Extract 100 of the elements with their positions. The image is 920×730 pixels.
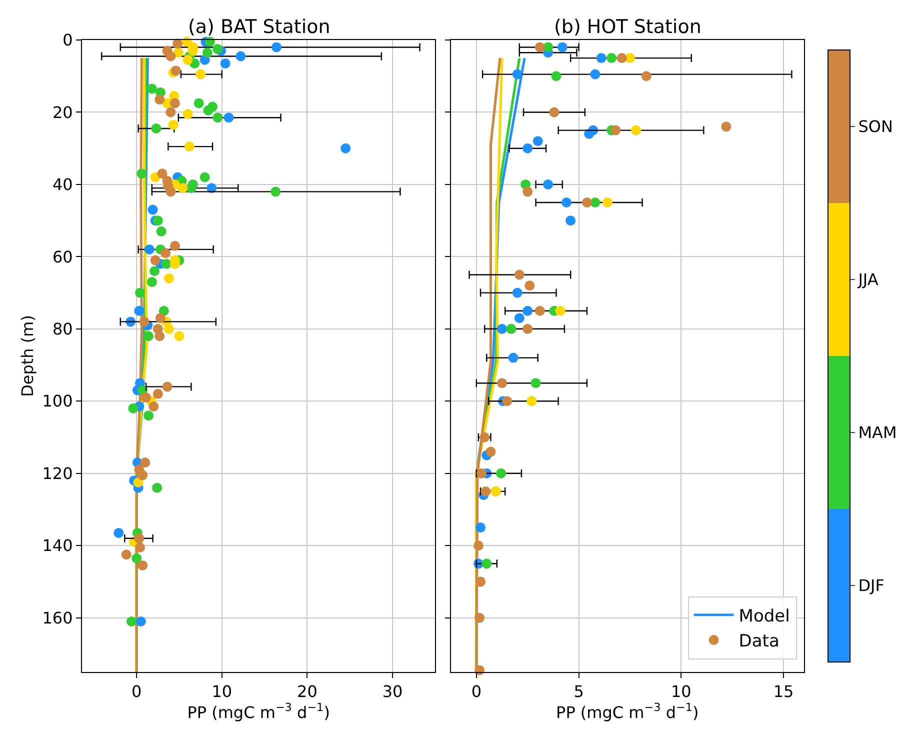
point	[172, 38, 183, 49]
point	[476, 468, 487, 478]
point	[522, 143, 533, 154]
point	[155, 313, 166, 324]
point	[133, 477, 144, 488]
point	[486, 446, 496, 457]
point	[508, 352, 518, 363]
point	[144, 331, 154, 342]
point	[168, 120, 178, 130]
x-tick-label: 30	[382, 682, 403, 702]
point	[534, 306, 545, 316]
point	[602, 198, 612, 208]
point	[220, 58, 230, 68]
point	[202, 48, 212, 58]
point	[144, 244, 154, 254]
point	[121, 550, 132, 560]
point	[562, 198, 572, 208]
point	[236, 51, 246, 62]
point	[114, 528, 124, 538]
point	[148, 204, 158, 215]
point	[582, 198, 592, 208]
point	[721, 122, 732, 132]
point	[204, 36, 215, 47]
point	[157, 168, 168, 179]
point	[212, 112, 223, 123]
point	[522, 324, 533, 334]
point	[151, 123, 162, 134]
x-tick-label: 0	[471, 682, 482, 702]
point	[270, 186, 281, 197]
point	[132, 553, 142, 564]
point	[530, 378, 541, 388]
color-bar-label: JJA	[857, 270, 878, 290]
point	[140, 392, 151, 403]
point	[170, 98, 180, 108]
point	[557, 42, 568, 52]
point	[164, 273, 174, 284]
point	[128, 403, 138, 414]
point	[166, 107, 176, 118]
y-tick-label: 160	[42, 608, 73, 628]
point	[126, 616, 136, 626]
y-tick-label: 100	[42, 392, 73, 411]
point	[154, 331, 165, 342]
point	[135, 288, 146, 298]
point	[136, 616, 146, 626]
point	[473, 540, 484, 551]
point	[194, 98, 204, 108]
point	[170, 240, 180, 251]
point	[152, 482, 162, 493]
x-tick-label: 10	[670, 682, 692, 702]
point	[174, 331, 184, 342]
point	[522, 306, 533, 316]
x-axis-title: PP (mgC m$^{−3}$ d$^{−1}$)	[556, 701, 699, 722]
point	[134, 533, 144, 544]
point	[152, 388, 163, 399]
point	[161, 258, 172, 269]
point	[631, 125, 642, 136]
point	[146, 84, 157, 94]
point	[138, 560, 148, 570]
point	[514, 313, 524, 324]
x-tick-label: 5	[574, 682, 584, 702]
point	[340, 143, 351, 154]
point	[166, 51, 176, 62]
point	[150, 266, 160, 276]
point	[606, 53, 617, 64]
point	[532, 136, 543, 146]
point	[534, 42, 545, 52]
point	[140, 458, 150, 468]
legend-label: Model	[738, 606, 790, 627]
point	[566, 216, 576, 226]
point	[134, 306, 144, 316]
x-tick-label: 20	[297, 682, 318, 702]
point	[524, 280, 535, 291]
color-bar-label: DJF	[858, 576, 884, 596]
y-tick-label: 0	[62, 30, 73, 50]
point	[590, 69, 600, 80]
point	[497, 324, 508, 334]
point	[543, 42, 554, 52]
point	[144, 410, 154, 421]
point	[596, 53, 606, 64]
point	[496, 468, 506, 478]
point	[551, 71, 562, 82]
point	[482, 558, 492, 569]
point	[212, 44, 223, 54]
point	[200, 172, 210, 182]
chart-title: (a) BAT Station	[188, 16, 330, 38]
point	[182, 109, 193, 120]
point	[166, 186, 176, 197]
y-axis-title: Depth (m)	[18, 315, 38, 397]
point	[512, 288, 522, 298]
y-tick-label: 140	[42, 536, 73, 556]
color-bar-label: SON	[858, 117, 893, 136]
point	[474, 612, 484, 623]
point	[624, 53, 635, 64]
point	[182, 54, 193, 65]
point	[506, 324, 516, 334]
point	[139, 316, 150, 327]
chart-title: (b) HOT Station	[554, 16, 702, 38]
point	[203, 105, 214, 116]
point	[497, 378, 508, 388]
point	[146, 276, 157, 287]
